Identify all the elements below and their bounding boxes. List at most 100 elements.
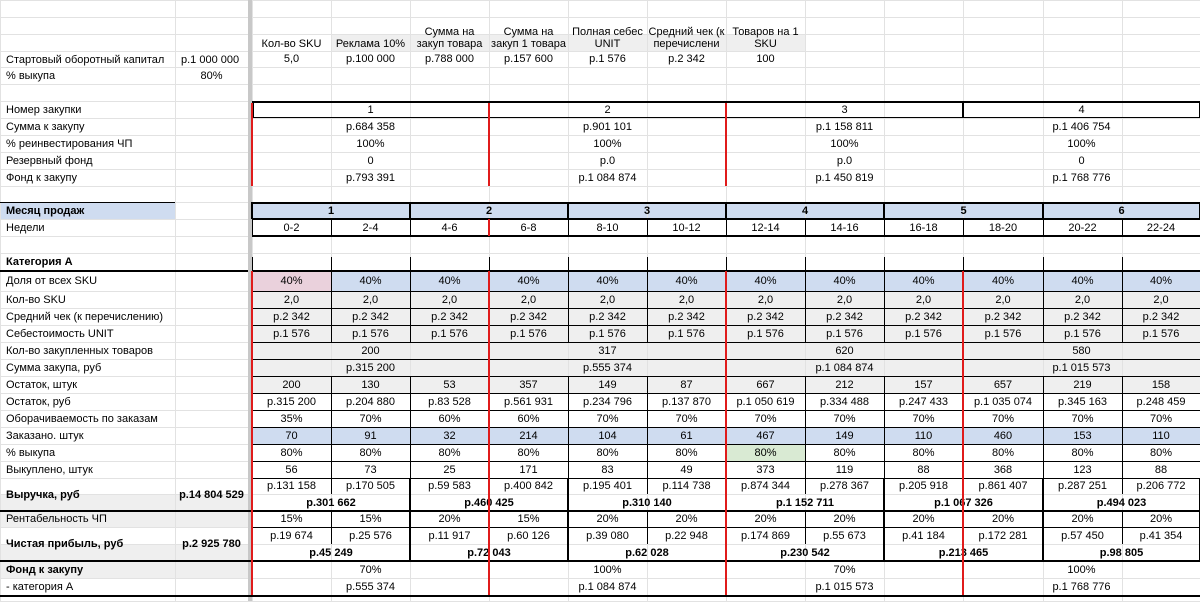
data-cell[interactable]: 83	[601, 463, 614, 476]
data-cell[interactable]: 171	[519, 463, 538, 476]
data-cell[interactable]: 2,0	[1153, 293, 1169, 306]
category-row-label[interactable]: Сумма закупа, руб	[6, 361, 102, 374]
data-cell[interactable]: 40%	[280, 275, 303, 287]
month-label[interactable]: Месяц продаж	[6, 204, 85, 217]
data-cell[interactable]: 80%	[517, 446, 540, 459]
fund-value[interactable]: р.555 374	[346, 580, 395, 593]
net-profit-month-total[interactable]: р.62 028	[625, 546, 669, 559]
data-cell[interactable]: 40%	[438, 275, 461, 287]
merged-cell[interactable]: 620	[835, 344, 854, 357]
week-cell[interactable]: 20-22	[1068, 221, 1097, 234]
week-cell[interactable]: 6-8	[520, 221, 537, 234]
summary-value[interactable]: р.157 600	[504, 53, 553, 65]
data-cell[interactable]: р.2 342	[984, 310, 1022, 323]
summary-header[interactable]: Средний чек (к перечислени	[648, 26, 725, 50]
revenue-cell[interactable]: р.170 505	[346, 480, 395, 492]
data-cell[interactable]: 80%	[754, 446, 777, 459]
data-cell[interactable]: 70%	[912, 412, 935, 425]
revenue-cell[interactable]: р.278 367	[820, 480, 869, 492]
data-cell[interactable]: 2,0	[362, 293, 379, 306]
data-cell[interactable]: р.1 576	[273, 327, 310, 340]
summary-value[interactable]: р.2 342	[668, 53, 705, 65]
data-cell[interactable]: 70%	[1149, 412, 1173, 425]
data-cell[interactable]: 2,0	[757, 293, 774, 306]
purchase-cell[interactable]: р.1 450 819	[815, 171, 874, 184]
data-cell[interactable]: 467	[756, 429, 775, 442]
summary-header[interactable]: Сумма на закуп товара	[416, 26, 483, 50]
revenue-label[interactable]: Выручка, руб	[6, 488, 80, 501]
week-cell[interactable]: 12-14	[751, 221, 780, 234]
data-cell[interactable]: 87	[680, 378, 693, 391]
profitability-cell[interactable]: 15%	[280, 513, 303, 525]
data-cell[interactable]: 73	[364, 463, 377, 476]
data-cell[interactable]: 157	[914, 378, 933, 391]
weeks-label[interactable]: Недели	[6, 221, 45, 234]
data-cell[interactable]: 88	[917, 463, 930, 476]
net-profit-cell[interactable]: р.19 674	[270, 529, 313, 542]
summary-value[interactable]: 5,0	[283, 53, 300, 65]
data-cell[interactable]: 80%	[675, 446, 698, 459]
net-profit-month-total[interactable]: р.45 249	[309, 546, 353, 559]
data-cell[interactable]: 373	[756, 463, 775, 476]
data-cell[interactable]: р.1 576	[905, 327, 942, 340]
revenue-month-total[interactable]: р.301 662	[306, 496, 356, 509]
merged-cell[interactable]: р.1 084 874	[815, 361, 874, 374]
data-cell[interactable]: 2,0	[441, 293, 458, 306]
data-cell[interactable]: р.1 576	[668, 327, 705, 340]
buyout-value[interactable]: 80%	[200, 69, 223, 82]
data-cell[interactable]: 32	[443, 429, 456, 442]
merged-cell[interactable]: р.1 015 573	[1052, 361, 1111, 374]
purchase-cell[interactable]: 0	[1078, 154, 1085, 167]
purchase-cell[interactable]: р.901 101	[583, 120, 632, 133]
purchase-cell[interactable]: р.0	[599, 154, 616, 167]
data-cell[interactable]: 40%	[833, 275, 856, 287]
data-cell[interactable]: р.315 200	[267, 395, 316, 408]
profitability-cell[interactable]: 20%	[754, 513, 777, 525]
fund-percent[interactable]: 100%	[1067, 563, 1096, 576]
data-cell[interactable]: 40%	[359, 275, 382, 287]
data-cell[interactable]: р.204 880	[346, 395, 395, 408]
net-profit-month-total[interactable]: р.230 542	[780, 546, 830, 559]
profitability-cell[interactable]: 20%	[912, 513, 935, 525]
net-profit-cell[interactable]: р.11 917	[428, 529, 471, 542]
data-cell[interactable]: р.247 433	[899, 395, 948, 408]
month-header[interactable]: 5	[960, 204, 967, 217]
week-cell[interactable]: 2-4	[362, 221, 379, 234]
fund-percent[interactable]: 70%	[833, 563, 856, 576]
purchase-cell[interactable]: р.1 406 754	[1052, 120, 1111, 133]
data-cell[interactable]: 200	[282, 378, 301, 391]
net-profit-month-total[interactable]: р.98 805	[1099, 546, 1144, 559]
summary-value[interactable]: р.1 576	[589, 53, 626, 65]
category-row-label[interactable]: Средний чек (к перечислению)	[6, 310, 164, 323]
data-cell[interactable]: 123	[1073, 463, 1092, 476]
week-cell[interactable]: 0-2	[283, 221, 300, 234]
category-row-label[interactable]: Остаток, штук	[6, 378, 78, 391]
category-title[interactable]: Категория А	[6, 256, 73, 268]
data-cell[interactable]: р.248 459	[1136, 395, 1186, 408]
revenue-cell[interactable]: р.131 158	[267, 480, 316, 492]
profitability-cell[interactable]: 20%	[833, 513, 856, 525]
data-cell[interactable]: 80%	[280, 446, 303, 459]
profitability-cell[interactable]: 15%	[517, 513, 540, 525]
category-row-label[interactable]: Себестоимость UNIT	[6, 327, 114, 340]
data-cell[interactable]: р.1 576	[589, 327, 626, 340]
summary-value[interactable]: р.100 000	[346, 53, 395, 65]
data-cell[interactable]: р.1 576	[984, 327, 1022, 340]
week-cell[interactable]: 14-16	[830, 221, 859, 234]
purchase-label[interactable]: Фонд к закупу	[6, 171, 77, 184]
net-profit-cell[interactable]: р.22 948	[665, 529, 708, 542]
revenue-cell[interactable]: р.861 407	[978, 480, 1028, 492]
data-cell[interactable]: 40%	[1071, 275, 1094, 287]
fund-value[interactable]: р.1 768 776	[1052, 580, 1111, 593]
data-cell[interactable]: 130	[361, 378, 380, 391]
data-cell[interactable]: р.2 342	[589, 310, 626, 323]
data-cell[interactable]: 2,0	[678, 293, 695, 306]
purchase-cell[interactable]: р.1 768 776	[1052, 171, 1111, 184]
summary-header[interactable]: Реклама 10%	[335, 38, 406, 50]
data-cell[interactable]: 2,0	[915, 293, 932, 306]
profitability-cell[interactable]: 20%	[1149, 513, 1173, 525]
summary-header[interactable]: Сумма на закуп 1 товара	[491, 26, 566, 50]
data-cell[interactable]: 149	[598, 378, 617, 391]
data-cell[interactable]: р.1 576	[1064, 327, 1101, 340]
week-cell[interactable]: 8-10	[596, 221, 619, 234]
